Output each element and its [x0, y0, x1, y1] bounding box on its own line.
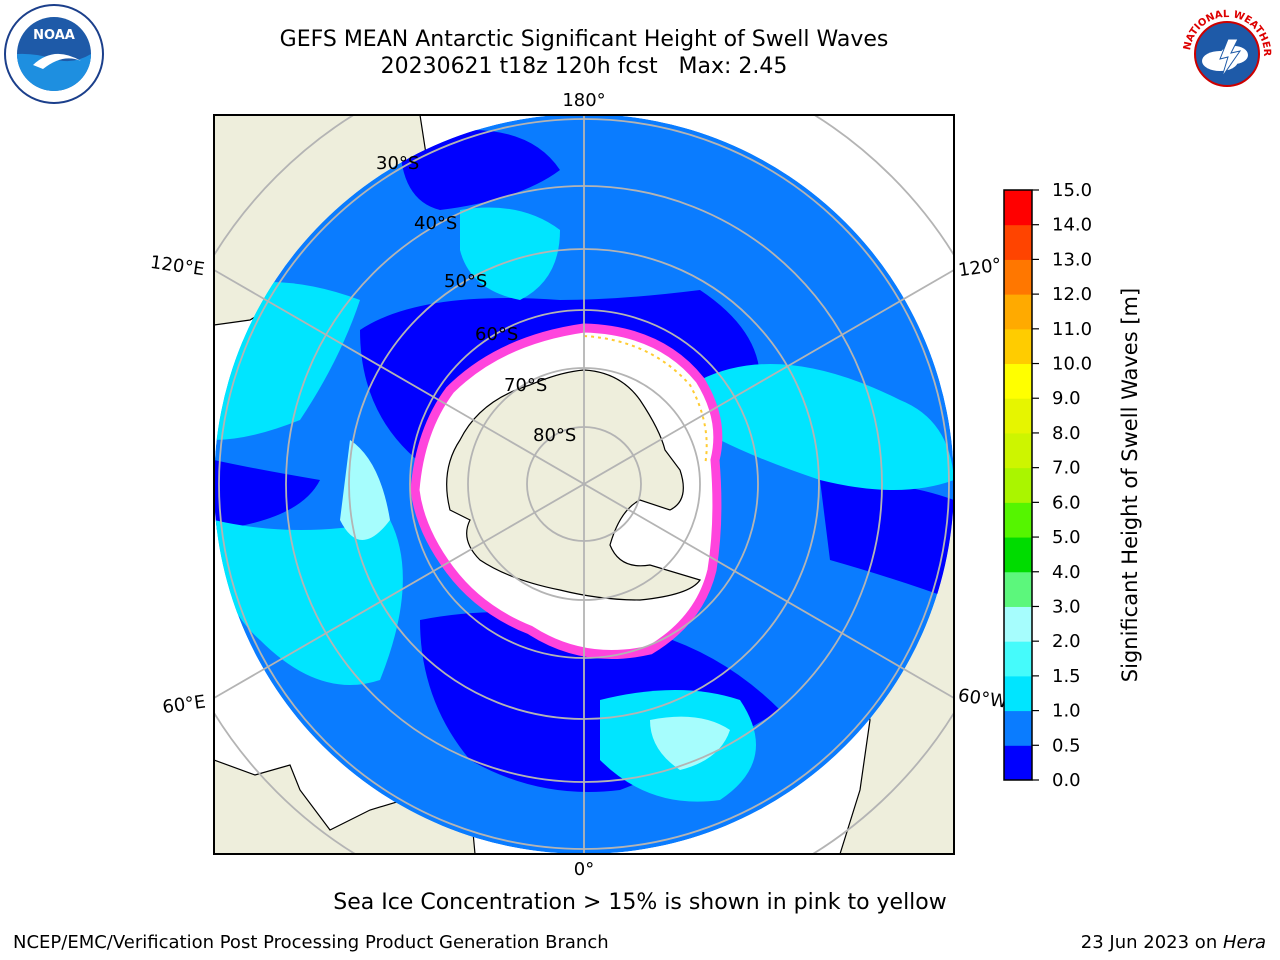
- colorbar-tick-label: 10.0: [1052, 354, 1092, 375]
- colorbar-tick-label: 1.5: [1052, 666, 1081, 687]
- colorbar-tick-label: 0.0: [1052, 770, 1081, 791]
- footer-date: 23 Jun 2023 on: [1080, 932, 1223, 953]
- colorbar-swatch: [1004, 606, 1032, 642]
- colorbar-swatch: [1004, 294, 1032, 330]
- africa-land: [214, 759, 476, 854]
- antarctica-land: [446, 369, 701, 601]
- colorbar-swatch: [1004, 190, 1032, 226]
- colorbar-swatch: [1004, 363, 1032, 399]
- footer-timestamp: 23 Jun 2023 on Hera: [1081, 932, 1266, 953]
- map-frame: [213, 114, 955, 855]
- footer-host: Hera: [1222, 932, 1266, 953]
- colorbar-tick-label: 15.0: [1052, 180, 1092, 201]
- noaa-logo-icon: NOAA: [4, 4, 104, 104]
- lon-label-right-upper: 120°: [957, 254, 1003, 281]
- national-weather-service-logo-icon: NATIONAL WEATHER SERVICE: [1176, 3, 1276, 103]
- colorbar-title: Significant Height of Swell Waves [m]: [1118, 287, 1142, 683]
- colorbar-swatch: [1004, 467, 1032, 503]
- colorbar-swatch: [1004, 224, 1032, 260]
- colorbar-swatch: [1004, 571, 1032, 607]
- map-subtitle: 20230621 t18z 120h fcst Max: 2.45: [380, 54, 788, 79]
- map-title: GEFS MEAN Antarctic Significant Height o…: [279, 27, 889, 52]
- colorbar-swatch: [1004, 432, 1032, 469]
- lat-label-60s: 60°S: [475, 324, 518, 345]
- colorbar-tick-label: 12.0: [1052, 284, 1092, 305]
- colorbar-tick-label: 3.0: [1052, 596, 1081, 617]
- lon-label-bottom: 0°: [574, 859, 594, 880]
- colorbar-tick-label: 6.0: [1052, 492, 1081, 513]
- colorbar-tick-label: 1.0: [1052, 701, 1081, 722]
- lat-label-80s: 80°S: [533, 425, 576, 446]
- colorbar-tick-label: 9.0: [1052, 388, 1081, 409]
- colorbar-tick-label: 14.0: [1052, 215, 1092, 236]
- sea-ice-note: Sea Ice Concentration > 15% is shown in …: [333, 890, 947, 915]
- lat-label-30s: 30°S: [376, 153, 419, 174]
- colorbar-swatch: [1004, 675, 1032, 712]
- lon-label-top: 180°: [562, 90, 605, 111]
- colorbar-swatch: [1004, 710, 1032, 746]
- lat-label-70s: 70°S: [504, 375, 547, 396]
- colorbar-tick-label: 11.0: [1052, 319, 1092, 340]
- colorbar-tick-label: 4.0: [1052, 562, 1081, 583]
- lat-label-40s: 40°S: [414, 213, 457, 234]
- graticule: [214, 115, 954, 854]
- noaa-logo-text: NOAA: [33, 28, 75, 43]
- colorbar: 0.0 0.5 1.0 1.5 2.0 3.0 4.0 5.0 6.0 7.0 8.0 9.0 10.0…: [1003, 180, 1092, 791]
- colorbar-swatch: [1004, 259, 1032, 295]
- colorbar-tick-label: 5.0: [1052, 527, 1081, 548]
- colorbar-tick-label: 2.0: [1052, 631, 1081, 652]
- footer-credit: NCEP/EMC/Verification Post Processing Pr…: [13, 932, 609, 953]
- colorbar-tick-label: 8.0: [1052, 423, 1081, 444]
- lon-label-left-upper: 120°E: [149, 252, 206, 280]
- colorbar-swatch: [1004, 641, 1032, 677]
- lon-label-left-lower: 60°E: [161, 691, 207, 718]
- colorbar-swatch: [1004, 502, 1032, 538]
- colorbar-frame: [1003, 189, 1033, 781]
- colorbar-tick-label: 13.0: [1052, 249, 1092, 270]
- colorbar-swatch: [1004, 745, 1032, 781]
- lon-label-right-lower: 60°W: [957, 685, 1009, 713]
- colorbar-swatch: [1004, 328, 1032, 365]
- colorbar-tick-label: 0.5: [1052, 735, 1081, 756]
- lat-label-50s: 50°S: [444, 271, 487, 292]
- colorbar-swatch: [1004, 398, 1032, 434]
- colorbar-tick-label: 7.0: [1052, 458, 1081, 479]
- colorbar-swatch: [1004, 537, 1032, 573]
- map-area: [214, 115, 954, 854]
